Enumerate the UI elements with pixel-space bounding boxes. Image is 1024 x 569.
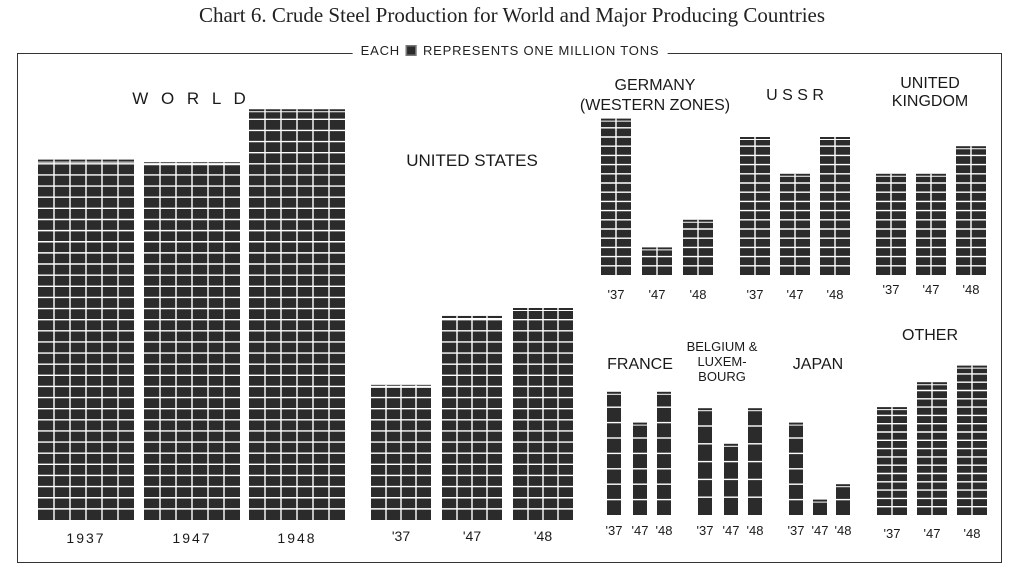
category-label: '37 [788,523,805,538]
category-label: '47 [723,523,740,538]
legend-cube-icon [405,45,417,56]
panel-title: (WESTERN ZONES) [580,97,730,114]
category-label: '48 [964,526,981,541]
bar [683,219,713,275]
panel-7: BELGIUM &LUXEM-BOURG '37 '47 '48 [687,339,764,538]
bar [820,137,850,275]
panel-title: GERMANY [615,77,696,94]
category-label: '48 [690,287,707,302]
category-label: '48 [827,287,844,302]
bar-fill [813,499,827,515]
bar [657,391,671,515]
category-label: '37 [392,528,410,544]
bar [917,382,947,515]
panel-title: KINGDOM [892,93,968,110]
category-label: '47 [649,287,666,302]
bar [956,146,986,275]
category-label: '47 [924,526,941,541]
category-label: '48 [534,528,552,544]
bar [371,384,431,520]
panel-9: OTHER '37 '47 '48 [877,327,987,541]
category-label: '48 [835,523,852,538]
panel-title: BOURG [698,369,746,384]
category-label: '47 [787,287,804,302]
category-label: 1948 [277,530,316,546]
panel-title: FRANCE [607,356,673,373]
bar [877,407,907,515]
bar [813,499,827,515]
panel-title: UNITED [900,75,960,92]
bar [740,137,770,275]
bar [957,365,987,515]
bar [836,484,850,515]
bar [38,159,134,520]
category-label: '37 [608,287,625,302]
panel-6: FRANCE '37 '47 '48 [606,356,673,538]
chart-title: Chart 6. Crude Steel Production for Worl… [198,3,826,27]
category-label: '47 [632,523,649,538]
category-label: '37 [884,526,901,541]
legend: EACH REPRESENTS ONE MILLION TONS [352,43,668,58]
category-label: '47 [463,528,481,544]
panel-title: U S S R [766,87,824,104]
panel-title: JAPAN [793,356,843,373]
bar [633,422,647,515]
bar [789,422,803,515]
category-label: '37 [883,282,900,297]
panel-title: LUXEM- [697,354,746,369]
bar [601,118,631,275]
bar [780,173,810,275]
category-label: '47 [923,282,940,297]
panel-title: UNITED STATES [406,151,538,170]
panel-1: W O R L D 1937 1947 1948 [38,89,345,546]
panel-title: OTHER [902,327,958,344]
bar [144,162,240,520]
bar [748,408,762,515]
bar [916,173,946,275]
panel-8: JAPAN '37 '47 '48 [788,356,852,538]
bar [876,173,906,275]
bar [724,443,738,515]
category-label: '37 [606,523,623,538]
bar [642,247,672,275]
category-label: 1947 [172,530,211,546]
legend-text: REPRESENTS ONE MILLION TONS [422,43,660,58]
category-label: '48 [656,523,673,538]
panel-title: W O R L D [132,89,250,108]
bar [607,391,621,515]
bar [249,109,345,520]
panel-4: U S S R '37 '47 '48 [740,87,850,302]
bar [698,408,712,515]
category-label: '37 [747,287,764,302]
category-label: '48 [747,523,764,538]
legend-prefix: EACH [360,43,400,58]
category-label: 1937 [66,530,105,546]
panel-title: BELGIUM & [687,339,758,354]
panel-2: UNITED STATES '37 '47 '48 [371,151,573,544]
bar [513,308,573,520]
bar [442,315,502,520]
panel-3: GERMANY (WESTERN ZONES) '37 '47 '48 [580,77,730,302]
category-label: '48 [963,282,980,297]
category-label: '37 [697,523,714,538]
category-label: '47 [812,523,829,538]
